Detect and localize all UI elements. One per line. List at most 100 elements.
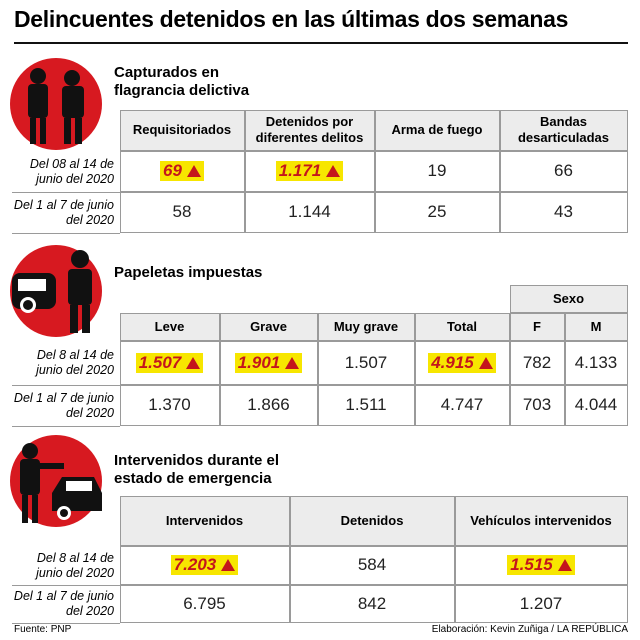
table-cell: 43: [499, 191, 628, 233]
row-rule: [12, 385, 120, 386]
row-label: Del 1 al 7 de junio del 2020: [13, 390, 114, 420]
row-label: Del 1 al 7 de junio del 2020: [13, 197, 114, 227]
section-title: Intervenidos durante el estado de emerge…: [114, 452, 280, 487]
table-cell: 1.370: [119, 384, 220, 426]
table-cell: 1.144: [244, 191, 375, 233]
up-arrow: [186, 165, 201, 177]
table-cell: 1.507: [119, 340, 220, 385]
cell-value: 43: [554, 202, 573, 221]
cell-value: 584: [357, 555, 387, 574]
table-cell: 25: [374, 191, 500, 233]
row-rule: [12, 585, 120, 586]
column-header: Bandas desarticuladas: [499, 109, 628, 151]
cell-value: 4.044: [574, 395, 618, 414]
up-arrow: [326, 165, 341, 177]
source: Fuente: PNP: [14, 624, 72, 635]
table-cell: 4.044: [564, 384, 628, 426]
up-arrow: [478, 356, 493, 369]
row-label: Del 8 al 14 de junio del 2020: [36, 550, 114, 580]
cell-value: 58: [172, 202, 192, 221]
cell-value: 4.915: [431, 352, 474, 372]
cell-value: 782: [522, 352, 552, 372]
icon-tickets: [10, 245, 102, 337]
cell-value: 4.133: [574, 352, 618, 372]
table-cell: 66: [499, 150, 628, 192]
table-cell: 7.203: [119, 545, 290, 585]
cell-value: 25: [427, 202, 447, 221]
table-cell: 584: [289, 545, 455, 585]
column-header: Arma de fuego: [374, 109, 500, 151]
cell-value: 7.203: [173, 555, 217, 574]
cell-value: 1.370: [148, 395, 191, 414]
highlight: 69: [160, 161, 204, 181]
table-cell: 19: [374, 150, 500, 192]
up-arrow: [557, 559, 572, 571]
table-cell: 4.747: [414, 384, 510, 426]
column-header: Muy grave: [317, 312, 415, 341]
highlight: 7.203: [170, 555, 239, 575]
cell-value: 1.507: [138, 352, 182, 372]
table-cell: 69: [119, 150, 245, 192]
credit: Elaboración: Kevin Zuñiga / LA REPÚBLICA: [431, 624, 628, 635]
column-header: Grave: [219, 312, 318, 341]
cell-value: 1.511: [345, 395, 387, 414]
column-header: Detenidos: [289, 495, 455, 546]
column-header: Leve: [119, 312, 220, 341]
column-header: Intervenidos: [119, 495, 290, 546]
section-title: Papeletas impuestas: [114, 264, 263, 281]
row-label: Del 08 al 14 de junio del 2020: [29, 156, 114, 186]
cell-value: 1.507: [344, 352, 388, 372]
table-cell: 1.515: [454, 545, 628, 585]
row-label: Del 8 al 14 de junio del 2020: [36, 348, 114, 377]
icon-captured: [10, 58, 102, 150]
highlight: 1.507: [135, 352, 204, 373]
up-arrow: [186, 356, 201, 369]
table-cell: 703: [509, 384, 565, 426]
highlight: 4.915: [428, 352, 496, 373]
row-label: Del 1 al 7 de junio del 2020: [13, 589, 114, 618]
cell-value: 66: [554, 161, 573, 180]
table-cell: 1.866: [219, 384, 318, 426]
table-cell: 1.207: [454, 584, 628, 623]
cell-value: 1.144: [288, 202, 331, 221]
column-header: Detenidos por diferentes delitos: [244, 109, 375, 151]
title: Delincuentes detenidos en las últimas do…: [14, 6, 569, 32]
column-header: Total: [414, 312, 510, 341]
cell-value: 1.866: [247, 395, 290, 414]
highlight: 1.901: [234, 352, 303, 373]
column-header: F: [509, 312, 565, 341]
row-rule: [12, 233, 120, 234]
cell-value: 842: [357, 593, 387, 613]
row-rule: [12, 192, 120, 193]
cell-value: 1.171: [278, 161, 322, 180]
table-cell: 1.901: [219, 340, 318, 385]
column-header: Vehículos intervenidos: [454, 495, 628, 546]
cell-value: 1.901: [237, 352, 281, 372]
highlight: 1.171: [275, 161, 344, 181]
cell-value: 4.747: [440, 395, 484, 414]
table-cell: 842: [289, 584, 455, 623]
highlight: 1.515: [507, 555, 575, 575]
column-header: M: [564, 312, 628, 341]
cell-value: 703: [522, 395, 552, 414]
table-cell: 58: [119, 191, 245, 233]
cell-value: 69: [163, 161, 182, 180]
table-cell: 1.171: [244, 150, 375, 192]
up-arrow: [285, 356, 300, 369]
cell-value: 1.207: [519, 593, 563, 613]
group-header: Sexo: [509, 284, 628, 313]
cell-value: 19: [427, 161, 447, 180]
cell-value: 1.515: [510, 555, 553, 574]
cell-value: 6.795: [183, 593, 226, 613]
table-cell: 782: [509, 340, 565, 385]
up-arrow: [221, 559, 236, 571]
row-rule: [12, 426, 120, 427]
table-cell: 1.511: [317, 384, 415, 426]
table-cell: 1.507: [317, 340, 415, 385]
table-cell: 4.133: [564, 340, 628, 385]
title-rule: [14, 42, 628, 44]
column-header: Requisitoriados: [119, 109, 245, 151]
table-cell: 6.795: [119, 584, 290, 623]
table-cell: 4.915: [414, 340, 510, 385]
